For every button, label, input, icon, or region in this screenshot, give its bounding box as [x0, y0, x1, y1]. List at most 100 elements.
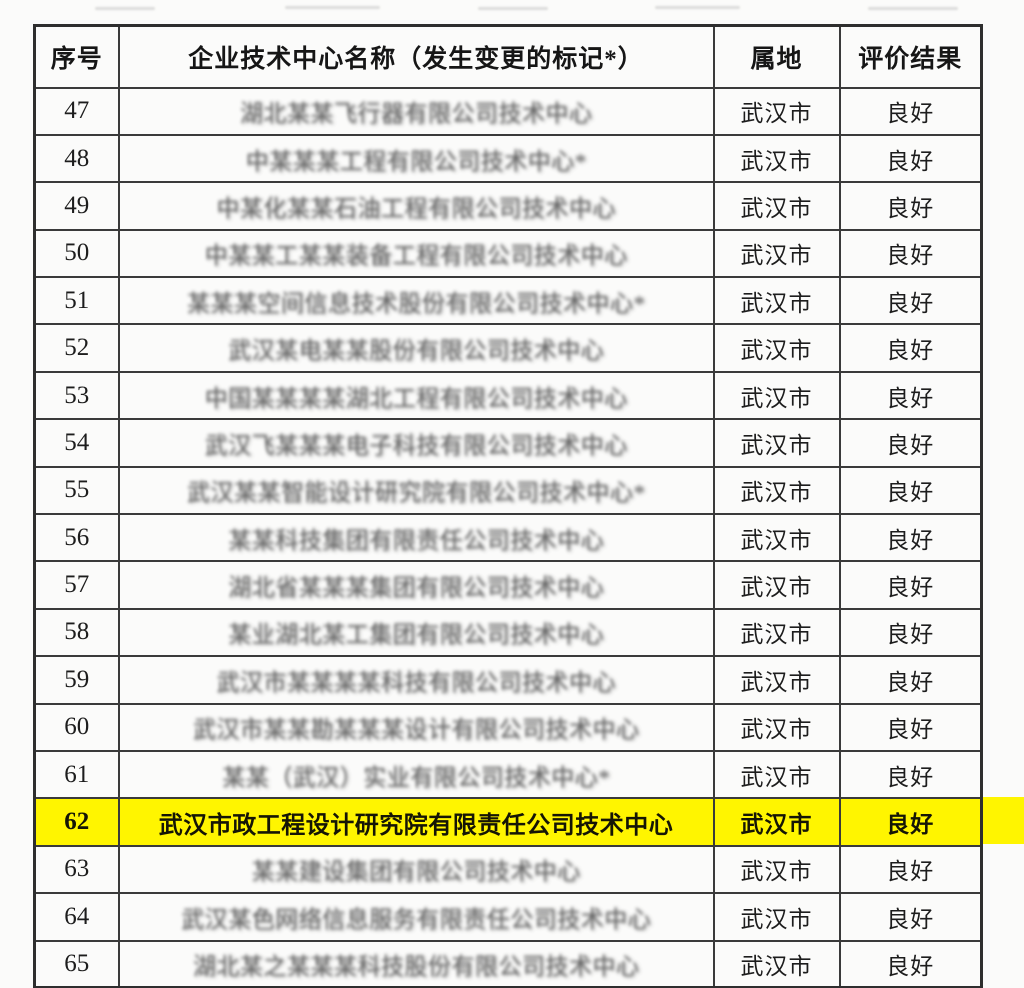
company-name-text: 某业湖北某工集团有限公司技术中心 [228, 622, 604, 648]
serial-cell: 50 [33, 228, 120, 279]
serial-cell: 49 [33, 181, 120, 231]
serial-cell: 56 [33, 513, 120, 563]
result-cell: 良好 [838, 513, 983, 563]
location-cell: 武汉市 [712, 133, 841, 184]
name-cell: 武汉某某智能设计研究院有限公司技术中心* [117, 465, 715, 516]
location-cell: 武汉市 [712, 370, 841, 421]
highlight-overflow-strip [981, 797, 1024, 844]
serial-cell: 62 [33, 797, 120, 847]
table-container: 序号 企业技术中心名称（发生变更的标记*） 属地 评价结果 47 湖北某某飞行器… [33, 24, 983, 988]
serial-cell: 63 [33, 844, 120, 895]
serial-cell: 57 [33, 560, 120, 610]
column-header-serial: 序号 [33, 24, 120, 89]
result-cell: 良好 [838, 892, 983, 942]
location-cell: 武汉市 [712, 228, 841, 279]
scan-artifact [655, 6, 740, 9]
name-cell: 中国某某某某湖北工程有限公司技术中心 [117, 370, 715, 421]
result-cell: 良好 [838, 797, 983, 847]
result-cell: 良好 [838, 844, 983, 895]
table-row: 54 武汉飞某某某电子科技有限公司技术中心 武汉市 良好 [33, 418, 983, 468]
serial-cell: 65 [33, 939, 120, 988]
result-cell: 良好 [838, 655, 983, 705]
table-row: 55 武汉某某智能设计研究院有限公司技术中心* 武汉市 良好 [33, 465, 983, 516]
company-name-text: 武汉某某智能设计研究院有限公司技术中心* [186, 480, 646, 506]
location-cell: 武汉市 [712, 560, 841, 610]
location-cell: 武汉市 [712, 513, 841, 563]
table-row: 56 某某科技集团有限责任公司技术中心 武汉市 良好 [33, 513, 983, 563]
column-header-name: 企业技术中心名称（发生变更的标记*） [117, 24, 715, 89]
name-cell: 湖北省某某某集团有限公司技术中心 [117, 560, 715, 610]
company-name-text: 中某某工某某装备工程有限公司技术中心 [204, 243, 628, 269]
company-name-text: 湖北省某某某集团有限公司技术中心 [228, 574, 604, 601]
location-cell: 武汉市 [712, 607, 841, 658]
name-cell: 武汉市某某某某科技有限公司技术中心 [117, 655, 715, 705]
location-cell: 武汉市 [712, 702, 841, 752]
scan-artifact [95, 7, 155, 10]
column-header-result: 评价结果 [838, 24, 983, 89]
serial-cell: 47 [33, 86, 120, 136]
name-cell: 武汉某电某某股份有限公司技术中心 [117, 323, 715, 373]
result-cell: 良好 [838, 323, 983, 373]
company-name-text: 武汉某电某某股份有限公司技术中心 [228, 337, 604, 364]
name-cell: 武汉市政工程设计研究院有限责任公司技术中心 [117, 797, 715, 847]
location-cell: 武汉市 [712, 418, 841, 468]
location-cell: 武汉市 [712, 276, 841, 326]
result-cell: 良好 [838, 418, 983, 468]
location-cell: 武汉市 [712, 323, 841, 373]
result-cell: 良好 [838, 228, 983, 279]
scan-artifact [868, 7, 958, 10]
name-cell: 某某科技集团有限责任公司技术中心 [117, 513, 715, 563]
company-name-text: 某某科技集团有限责任公司技术中心 [228, 527, 604, 554]
table-row: 50 中某某工某某装备工程有限公司技术中心 武汉市 良好 [33, 228, 983, 279]
name-cell: 某某建设集团有限公司技术中心 [117, 844, 715, 895]
name-cell: 湖北某之某某某科技股份有限公司技术中心 [117, 939, 715, 988]
table-row: 65 湖北某之某某某科技股份有限公司技术中心 武汉市 良好 [33, 939, 983, 988]
serial-cell: 52 [33, 323, 120, 373]
result-cell: 良好 [838, 86, 983, 136]
serial-cell: 61 [33, 749, 120, 800]
serial-cell: 58 [33, 607, 120, 658]
result-cell: 良好 [838, 465, 983, 516]
serial-cell: 53 [33, 370, 120, 421]
table-row: 60 武汉市某某勘某某某设计有限公司技术中心 武汉市 良好 [33, 702, 983, 752]
table-row: 47 湖北某某飞行器有限公司技术中心 武汉市 良好 [33, 86, 983, 136]
evaluation-results-table: 序号 企业技术中心名称（发生变更的标记*） 属地 评价结果 47 湖北某某飞行器… [33, 24, 983, 988]
table-row: 57 湖北省某某某集团有限公司技术中心 武汉市 良好 [33, 560, 983, 610]
header-row: 序号 企业技术中心名称（发生变更的标记*） 属地 评价结果 [33, 24, 983, 89]
column-header-location: 属地 [712, 24, 841, 89]
serial-cell: 55 [33, 465, 120, 516]
table-row: 52 武汉某电某某股份有限公司技术中心 武汉市 良好 [33, 323, 983, 373]
scan-artifact [285, 6, 380, 9]
result-cell: 良好 [838, 560, 983, 610]
location-cell: 武汉市 [712, 844, 841, 895]
company-name-text: 武汉某色网络信息服务有限责任公司技术中心 [181, 906, 651, 933]
serial-cell: 48 [33, 133, 120, 184]
name-cell: 中某某某工程有限公司技术中心* [117, 133, 715, 184]
company-name-text: 某某（武汉）实业有限公司技术中心* [222, 764, 610, 791]
serial-cell: 51 [33, 276, 120, 326]
result-cell: 良好 [838, 370, 983, 421]
table-row: 48 中某某某工程有限公司技术中心* 武汉市 良好 [33, 133, 983, 184]
location-cell: 武汉市 [712, 465, 841, 516]
company-name-text: 湖北某之某某某科技股份有限公司技术中心 [192, 953, 640, 980]
name-cell: 武汉飞某某某电子科技有限公司技术中心 [117, 418, 715, 468]
result-cell: 良好 [838, 939, 983, 988]
scan-artifact [478, 7, 548, 10]
name-cell: 武汉某色网络信息服务有限责任公司技术中心 [117, 892, 715, 942]
company-name-text: 某某建设集团有限公司技术中心 [251, 859, 581, 885]
location-cell: 武汉市 [712, 749, 841, 800]
company-name-text: 中某化某某石油工程有限公司技术中心 [216, 195, 616, 222]
result-cell: 良好 [838, 749, 983, 800]
name-cell: 中某化某某石油工程有限公司技术中心 [117, 181, 715, 231]
result-cell: 良好 [838, 702, 983, 752]
table-row: 63 某某建设集团有限公司技术中心 武汉市 良好 [33, 844, 983, 895]
company-name-text: 武汉飞某某某电子科技有限公司技术中心 [204, 432, 628, 459]
table-row: 59 武汉市某某某某科技有限公司技术中心 武汉市 良好 [33, 655, 983, 705]
table-row: 49 中某化某某石油工程有限公司技术中心 武汉市 良好 [33, 181, 983, 231]
table-row: 53 中国某某某某湖北工程有限公司技术中心 武汉市 良好 [33, 370, 983, 421]
serial-cell: 60 [33, 702, 120, 752]
table-row: 58 某业湖北某工集团有限公司技术中心 武汉市 良好 [33, 607, 983, 658]
company-name-text: 中某某某工程有限公司技术中心* [245, 148, 587, 175]
result-cell: 良好 [838, 181, 983, 231]
